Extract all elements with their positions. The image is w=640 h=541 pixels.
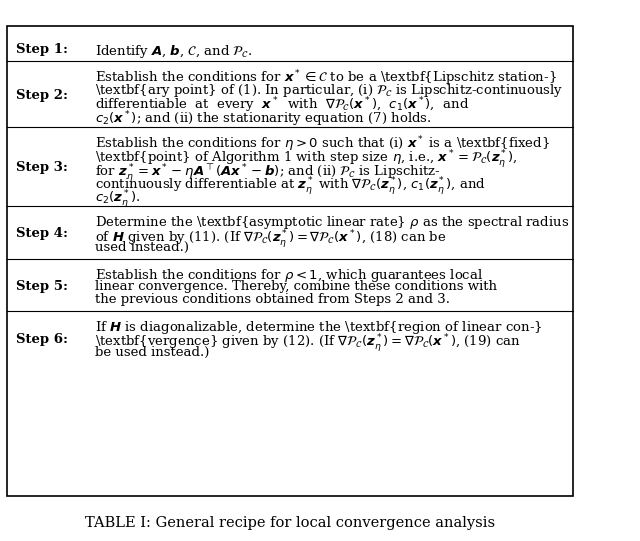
Text: Step 3:: Step 3: [17, 162, 68, 175]
Text: Establish the conditions for $\rho < 1$, which guarantees local: Establish the conditions for $\rho < 1$,… [95, 267, 483, 283]
Text: used instead.): used instead.) [95, 241, 189, 254]
Text: Step 1:: Step 1: [17, 43, 68, 56]
Text: the previous conditions obtained from Steps 2 and 3.: the previous conditions obtained from St… [95, 294, 450, 307]
Text: \textbf{point} of Algorithm 1 with step size $\eta$, i.e., $\boldsymbol{x}^* = \: \textbf{point} of Algorithm 1 with step … [95, 148, 518, 170]
Text: Step 4:: Step 4: [17, 228, 68, 241]
Text: \textbf{vergence} given by (12). (If $\nabla\mathcal{P}_{\mathcal{C}}(\boldsymbo: \textbf{vergence} given by (12). (If $\n… [95, 333, 521, 354]
Text: of $\boldsymbol{H}$ given by (11). (If $\nabla\mathcal{P}_{\mathcal{C}}(\boldsym: of $\boldsymbol{H}$ given by (11). (If $… [95, 228, 447, 249]
Text: Determine the \textbf{asymptotic linear rate} $\rho$ as the spectral radius: Determine the \textbf{asymptotic linear … [95, 214, 570, 231]
Text: TABLE I: General recipe for local convergence analysis: TABLE I: General recipe for local conver… [85, 516, 495, 530]
Text: $c_2(\boldsymbol{z}^*_\eta)$.: $c_2(\boldsymbol{z}^*_\eta)$. [95, 188, 141, 210]
Text: Step 6:: Step 6: [17, 333, 68, 346]
Text: $c_2(\boldsymbol{x}^*)$; and (ii) the stationarity equation (7) holds.: $c_2(\boldsymbol{x}^*)$; and (ii) the st… [95, 109, 432, 129]
Text: If $\boldsymbol{H}$ is diagonalizable, determine the \textbf{region of linear co: If $\boldsymbol{H}$ is diagonalizable, d… [95, 319, 543, 336]
Text: Establish the conditions for $\eta > 0$ such that (i) $\boldsymbol{x}^*$ is a \t: Establish the conditions for $\eta > 0$ … [95, 135, 550, 154]
Text: linear convergence. Thereby, combine these conditions with: linear convergence. Thereby, combine the… [95, 280, 497, 293]
Text: differentiable  at  every  $\boldsymbol{x}^*$  with  $\nabla\mathcal{P}_{\mathca: differentiable at every $\boldsymbol{x}^… [95, 96, 469, 115]
Text: Step 5:: Step 5: [17, 280, 68, 293]
Text: continuously differentiable at $\boldsymbol{z}^*_\eta$ with $\nabla\mathcal{P}_{: continuously differentiable at $\boldsym… [95, 175, 486, 197]
FancyBboxPatch shape [7, 26, 573, 496]
Text: be used instead.): be used instead.) [95, 346, 210, 359]
Text: Identify $\boldsymbol{A}$, $\boldsymbol{b}$, $\mathcal{C}$, and $\mathcal{P}_{\m: Identify $\boldsymbol{A}$, $\boldsymbol{… [95, 43, 253, 60]
Text: Step 2:: Step 2: [17, 89, 68, 102]
Text: Establish the conditions for $\boldsymbol{x}^* \in \mathcal{C}$ to be a \textbf{: Establish the conditions for $\boldsymbo… [95, 69, 557, 88]
Text: for $\boldsymbol{z}^*_\eta = \boldsymbol{x}^* - \eta\boldsymbol{A}^\top(\boldsym: for $\boldsymbol{z}^*_\eta = \boldsymbol… [95, 162, 441, 183]
Text: \textbf{ary point} of (1). In particular, (i) $\mathcal{P}_{\mathcal{C}}$ is Lip: \textbf{ary point} of (1). In particular… [95, 82, 564, 99]
